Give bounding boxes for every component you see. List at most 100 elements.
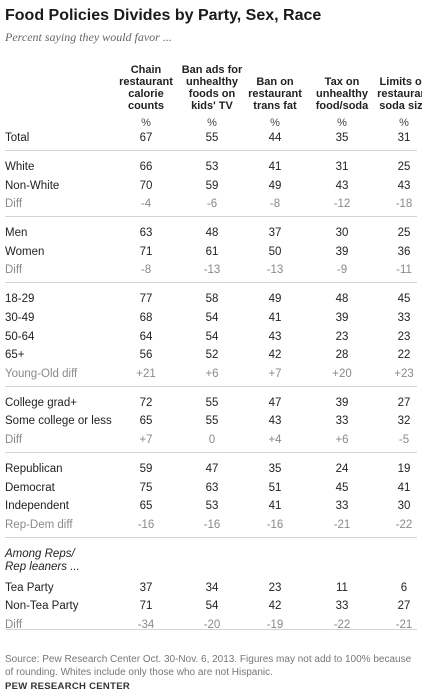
data-value: 44	[268, 132, 282, 144]
data-value: 25	[397, 227, 411, 240]
column-header-line: Chain	[130, 64, 162, 76]
data-value: 32	[397, 415, 411, 428]
data-value: 51	[268, 481, 282, 494]
data-value: 22	[397, 349, 411, 362]
data-value: 64	[139, 330, 153, 343]
diff-value: -34	[137, 619, 155, 631]
data-value: 30	[397, 500, 411, 513]
data-value: 54	[205, 312, 219, 324]
table-bottom-rule	[5, 629, 417, 630]
row-label: Total	[5, 132, 30, 144]
diff-value: +7	[139, 434, 153, 446]
diff-row-label: Diff	[5, 434, 23, 446]
unit-label: %	[399, 117, 409, 129]
data-value: 37	[139, 581, 153, 594]
diff-row-label: Diff	[5, 198, 23, 211]
diff-value: +6	[205, 367, 219, 380]
column-header-line: restaurant	[119, 76, 173, 88]
diff-row-label: Rep-Dem diff	[5, 518, 73, 531]
diff-value: -22	[395, 518, 413, 531]
data-value: 59	[139, 463, 153, 475]
data-value: 47	[268, 396, 282, 409]
diff-value: -21	[395, 619, 413, 631]
source-note: Source: Pew Research Center Oct. 30-Nov.…	[5, 654, 412, 678]
diff-value: -19	[266, 619, 284, 631]
data-value: 35	[268, 463, 282, 475]
diff-value: +4	[268, 434, 282, 446]
diff-value: -20	[203, 619, 221, 631]
unit-label: %	[270, 117, 280, 129]
data-value: 54	[205, 330, 219, 343]
data-value: 67	[139, 132, 153, 144]
data-value: 43	[268, 330, 282, 343]
data-value: 41	[268, 312, 282, 324]
column-header: Limits onrestaurantsoda size	[368, 76, 422, 112]
data-value: 75	[139, 481, 153, 494]
group-note: Rep leaners ...	[5, 560, 80, 573]
column-header-line: restaurant	[248, 88, 302, 100]
data-value: 33	[397, 312, 411, 324]
diff-value: -11	[396, 264, 412, 277]
column-header-line: Limits on	[379, 76, 422, 88]
data-value: 53	[205, 500, 219, 513]
data-value: 65	[139, 500, 153, 513]
data-value: 52	[205, 349, 219, 362]
unit-label: %	[337, 117, 347, 129]
data-value: 31	[335, 161, 349, 173]
data-value: 19	[397, 463, 411, 475]
data-value: 34	[205, 581, 219, 594]
column-header: Ban ads for unhealthy foods on kids' TV	[176, 64, 248, 112]
data-value: 27	[397, 600, 411, 613]
data-value: 24	[335, 463, 349, 475]
column-header: Chain restaurant calorie counts	[110, 64, 182, 112]
data-value: 70	[139, 179, 153, 192]
data-value: 66	[139, 161, 153, 173]
data-value: 27	[397, 396, 411, 409]
data-value: 39	[335, 312, 349, 324]
data-value: 43	[397, 179, 411, 192]
data-value: 77	[139, 293, 153, 306]
data-value: 36	[397, 245, 411, 258]
row-label: Republican	[5, 463, 63, 475]
row-label: 50-64	[5, 330, 35, 343]
data-value: 6	[400, 581, 408, 594]
data-value: 71	[139, 600, 153, 613]
column-header: Ban on restaurant trans fat	[239, 76, 311, 112]
diff-value: -8	[269, 198, 281, 211]
column-header-line: kids' TV	[191, 100, 233, 112]
diff-value: -16	[137, 518, 155, 531]
column-header-line: restaurant	[377, 88, 422, 100]
group-note: Among Reps/	[5, 547, 75, 560]
data-value: 53	[205, 161, 219, 173]
diff-row-label: Diff	[5, 619, 23, 631]
unit-label: %	[141, 117, 151, 129]
data-value: 23	[268, 581, 282, 594]
column-header-line: foods on	[188, 88, 236, 100]
row-label: Independent	[5, 500, 69, 513]
data-value: 42	[268, 600, 282, 613]
data-value: 48	[205, 227, 219, 240]
row-label: Women	[5, 245, 45, 258]
diff-value: +6	[335, 434, 349, 446]
data-value: 45	[397, 293, 411, 306]
row-label: 18-29	[5, 293, 35, 306]
data-value: 56	[139, 349, 153, 362]
diff-value: -6	[206, 198, 218, 211]
credit-line: PEW RESEARCH CENTER	[5, 681, 130, 692]
data-value: 41	[268, 161, 282, 173]
row-label: Democrat	[5, 481, 55, 494]
unit-label: %	[207, 117, 217, 129]
data-value: 71	[139, 245, 153, 258]
data-value: 23	[335, 330, 349, 343]
diff-value: -21	[333, 518, 351, 531]
data-value: 50	[268, 245, 282, 258]
data-value: 58	[205, 293, 219, 306]
data-value: 48	[335, 293, 349, 306]
chart-subtitle: Percent saying they would favor ...	[5, 30, 172, 44]
data-value: 31	[397, 132, 411, 144]
diff-value: -4	[140, 198, 152, 211]
diff-value: -13	[266, 264, 284, 277]
diff-value: -9	[336, 264, 348, 277]
data-value: 33	[335, 415, 349, 428]
group-divider	[5, 282, 417, 284]
